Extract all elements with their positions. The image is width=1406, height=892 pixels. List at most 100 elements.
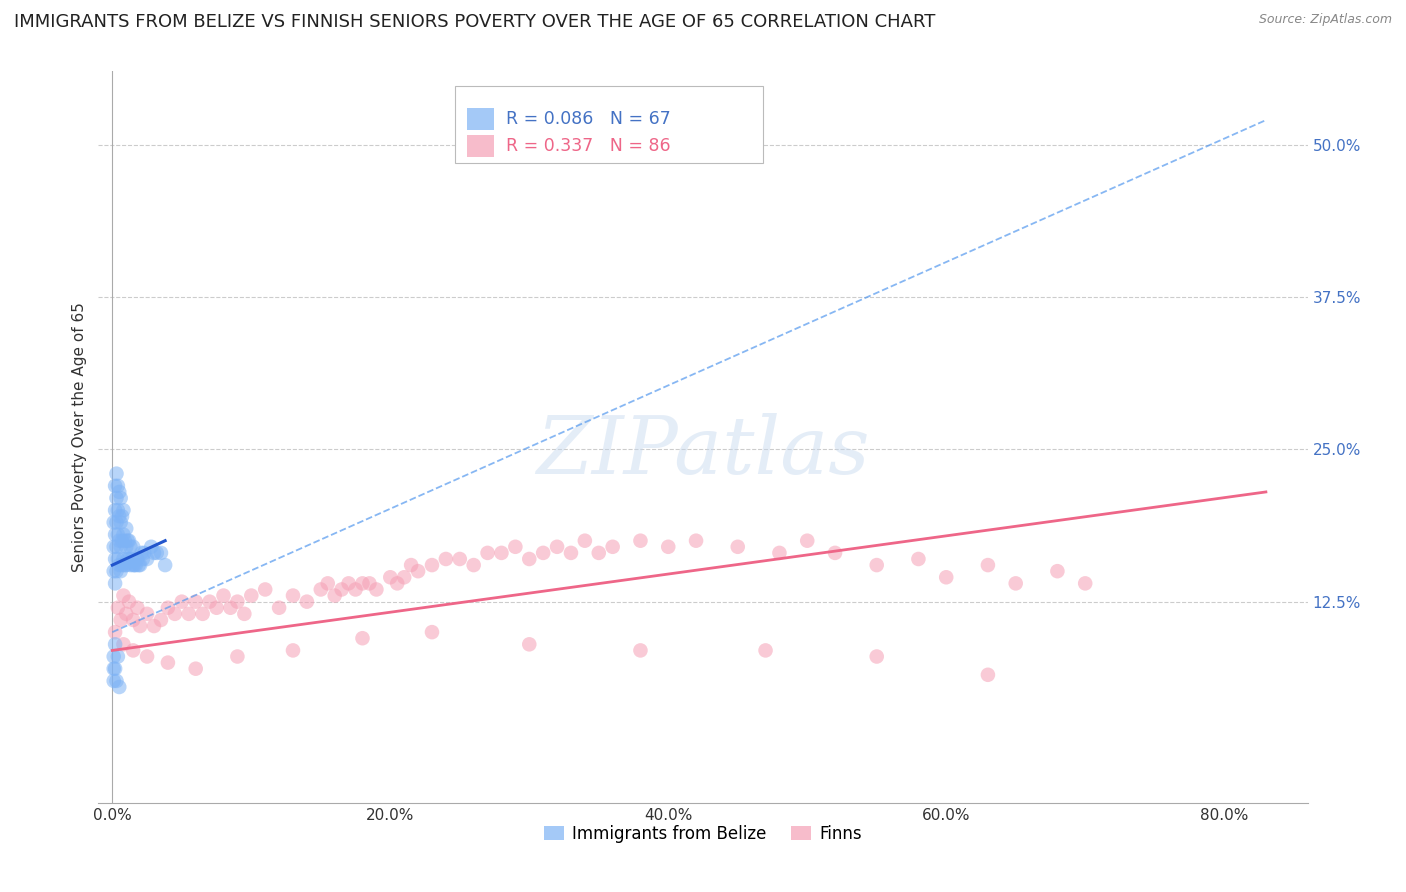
Point	[136, 552, 159, 566]
Y-axis label: Seniors Poverty Over the Age of 65: Seniors Poverty Over the Age of 65	[72, 302, 87, 572]
Point	[107, 649, 129, 664]
Legend: Immigrants from Belize, Finns: Immigrants from Belize, Finns	[537, 818, 869, 849]
Point	[574, 533, 596, 548]
Point	[104, 479, 127, 493]
Point	[212, 589, 235, 603]
Point	[118, 594, 141, 608]
Point	[122, 613, 145, 627]
Point	[108, 558, 131, 573]
Point	[768, 546, 790, 560]
Point	[163, 607, 186, 621]
Point	[977, 558, 1000, 573]
Point	[125, 558, 148, 573]
Point	[104, 503, 127, 517]
Point	[323, 589, 346, 603]
Point	[115, 540, 138, 554]
Point	[134, 546, 156, 560]
Point	[156, 600, 179, 615]
Point	[143, 546, 166, 560]
Point	[233, 607, 256, 621]
Text: IMMIGRANTS FROM BELIZE VS FINNISH SENIORS POVERTY OVER THE AGE OF 65 CORRELATION: IMMIGRANTS FROM BELIZE VS FINNISH SENIOR…	[14, 13, 935, 31]
Point	[107, 552, 129, 566]
Point	[198, 594, 221, 608]
Point	[128, 558, 150, 573]
Point	[104, 527, 127, 541]
Point	[110, 613, 132, 627]
Point	[359, 576, 381, 591]
Point	[352, 632, 374, 646]
Point	[226, 649, 249, 664]
Text: R = 0.337   N = 86: R = 0.337 N = 86	[506, 136, 671, 155]
Point	[112, 589, 135, 603]
Point	[105, 673, 128, 688]
Point	[630, 643, 652, 657]
Point	[727, 540, 749, 554]
Point	[392, 570, 415, 584]
Point	[111, 509, 134, 524]
Point	[560, 546, 582, 560]
Point	[103, 516, 125, 530]
Point	[907, 552, 929, 566]
Point	[104, 552, 127, 566]
Point	[105, 540, 128, 554]
Point	[935, 570, 957, 584]
Point	[1074, 576, 1097, 591]
Point	[149, 546, 172, 560]
Point	[105, 467, 128, 481]
Point	[108, 680, 131, 694]
Point	[281, 589, 304, 603]
Point	[352, 576, 374, 591]
FancyBboxPatch shape	[456, 86, 763, 163]
Point	[136, 649, 159, 664]
Point	[588, 546, 610, 560]
Point	[295, 594, 318, 608]
Point	[112, 503, 135, 517]
Point	[110, 516, 132, 530]
Point	[112, 527, 135, 541]
Point	[112, 637, 135, 651]
Point	[146, 546, 169, 560]
Point	[107, 600, 129, 615]
Point	[105, 491, 128, 505]
Point	[122, 558, 145, 573]
Point	[630, 533, 652, 548]
Point	[1004, 576, 1026, 591]
Point	[117, 533, 139, 548]
Point	[114, 533, 136, 548]
Point	[344, 582, 367, 597]
Point	[406, 564, 429, 578]
Point	[104, 637, 127, 651]
Point	[108, 485, 131, 500]
Point	[121, 552, 143, 566]
Point	[657, 540, 679, 554]
Point	[330, 582, 353, 597]
Point	[269, 600, 291, 615]
Point	[184, 594, 207, 608]
Point	[115, 521, 138, 535]
Point	[449, 552, 471, 566]
Point	[129, 619, 152, 633]
Point	[104, 576, 127, 591]
Point	[153, 558, 176, 573]
Point	[420, 625, 443, 640]
Point	[118, 533, 141, 548]
Point	[108, 509, 131, 524]
Point	[387, 576, 409, 591]
Point	[104, 662, 127, 676]
Point	[977, 667, 1000, 681]
Point	[226, 594, 249, 608]
Point	[110, 564, 132, 578]
Point	[105, 516, 128, 530]
Point	[205, 600, 228, 615]
Point	[824, 546, 846, 560]
Point	[110, 491, 132, 505]
Point	[491, 546, 513, 560]
Point	[105, 564, 128, 578]
Point	[685, 533, 707, 548]
Point	[866, 558, 889, 573]
Point	[107, 503, 129, 517]
Point	[118, 552, 141, 566]
Point	[115, 558, 138, 573]
Point	[111, 533, 134, 548]
Point	[1046, 564, 1069, 578]
